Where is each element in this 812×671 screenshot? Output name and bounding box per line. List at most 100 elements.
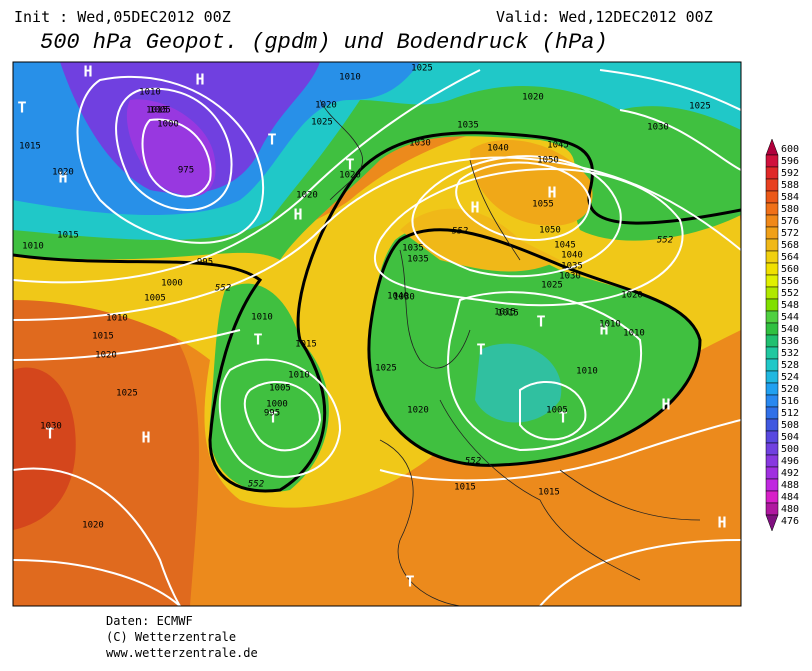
colorbar-label: 600 [781,144,799,155]
colorbar-label: 596 [781,156,799,167]
colorbar-label: 536 [781,336,799,347]
isobar-label: 1035 [561,262,583,272]
isobar-label: 1040 [387,292,409,302]
isobar [243,380,322,452]
footer-copyright: (C) Wetterzentrale [106,630,236,644]
isobar-label: 1025 [541,281,563,291]
coastline [319,99,701,606]
colorbar-swatch [765,310,779,324]
isobar-label: 1050 [539,226,561,236]
pressure-center: H [293,206,302,224]
colorbar-arrow-bottom [765,514,779,532]
colorbar-swatch [765,490,779,504]
colorbar-swatch [765,466,779,480]
colorbar-label: 476 [781,516,799,527]
pressure-center: H [717,514,726,532]
isobar-label: 1015 [19,142,41,152]
contour-552-europe [367,228,702,467]
colorbar-swatch [765,442,779,456]
field-red [13,367,76,530]
valid-time: Valid: Wed,12DEC2012 00Z [496,8,713,26]
colorbar-swatch [765,322,779,336]
colorbar-swatch [765,394,779,408]
isobar-label: 1020 [407,406,429,416]
isobar [411,155,622,278]
field-orange-scand [470,140,593,226]
isobar [455,161,592,241]
pressure-center: H [661,396,670,414]
colorbar-label: 496 [781,456,799,467]
isobar-label: 995 [197,258,213,268]
isobar-label: 1015 [92,332,114,342]
field-green-europe [368,227,700,466]
isobar-label: 1005 [144,294,166,304]
contour-label: 552 [452,227,468,237]
colorbar-label: 520 [781,384,799,395]
colorbar-swatch [765,190,779,204]
contour-label: 552 [465,457,481,467]
isobar [218,358,342,478]
isobar-label: 1015 [57,231,79,241]
isobar-label: 1010 [22,242,44,252]
field-green-atlantic [209,283,329,492]
colorbar-label: 564 [781,252,799,263]
isobar-label: 1020 [52,168,74,178]
isobar-label: 1025 [411,64,433,74]
pressure-center: H [547,184,556,202]
isobar-label: 1030 [647,123,669,133]
pressure-center: H [58,169,67,187]
isobar [373,168,684,307]
colorbar-swatch [765,406,779,420]
colorbar-label: 528 [781,360,799,371]
isobar [13,69,481,284]
isobar-label: 1000 [266,400,288,410]
pressure-center: T [17,99,26,117]
isobar [13,329,241,361]
isobar-label: 1010 [623,329,645,339]
isobar-label: 1030 [559,272,581,282]
isobar-label: 1040 [561,251,583,261]
isobar-label: 1025 [116,389,138,399]
colorbar-label: 580 [781,204,799,215]
isobar-label: 1020 [315,101,337,111]
isobar-label: 1030 [393,293,415,303]
colorbar-swatch [765,478,779,492]
isobar-label: 1010 [139,88,161,98]
colorbar-label: 488 [781,480,799,491]
colorbar-swatch [765,502,779,516]
isobar-label: 1035 [457,121,479,131]
isobar-label: 1050 [537,156,559,166]
colorbar-label: 480 [781,504,799,515]
colorbar-swatch [765,286,779,300]
field-teal-europe [475,343,562,423]
isobar [76,75,265,244]
colorbar: 6005965925885845805765725685645605565525… [765,138,799,532]
isobar [619,109,741,171]
pressure-center: T [253,331,262,349]
colorbar-label: 592 [781,168,799,179]
colorbar-label: 516 [781,396,799,407]
colorbar-swatch [765,202,779,216]
isobar [447,291,643,452]
init-time: Init : Wed,05DEC2012 00Z [14,8,231,26]
colorbar-label: 588 [781,180,799,191]
isobar-label: 1045 [547,141,569,151]
isobar-label: 1020 [522,93,544,103]
isobar-label: 975 [178,166,194,176]
colorbar-swatch [765,334,779,348]
isobar [141,118,212,198]
colorbar-label: 484 [781,492,799,503]
pressure-center: T [536,313,545,331]
isobar-label: 1030 [409,139,431,149]
isobar [115,87,233,211]
colorbar-label: 532 [781,348,799,359]
colorbar-swatch [765,166,779,180]
pressure-center: T [476,341,485,359]
colorbar-label: 512 [781,408,799,419]
contour-label: 552 [248,480,264,490]
isobar [13,156,741,321]
map-field [13,62,741,606]
pressure-center: H [195,71,204,89]
isobar-label: 1015 [494,308,516,318]
isobar-label: 1010 [251,313,273,323]
